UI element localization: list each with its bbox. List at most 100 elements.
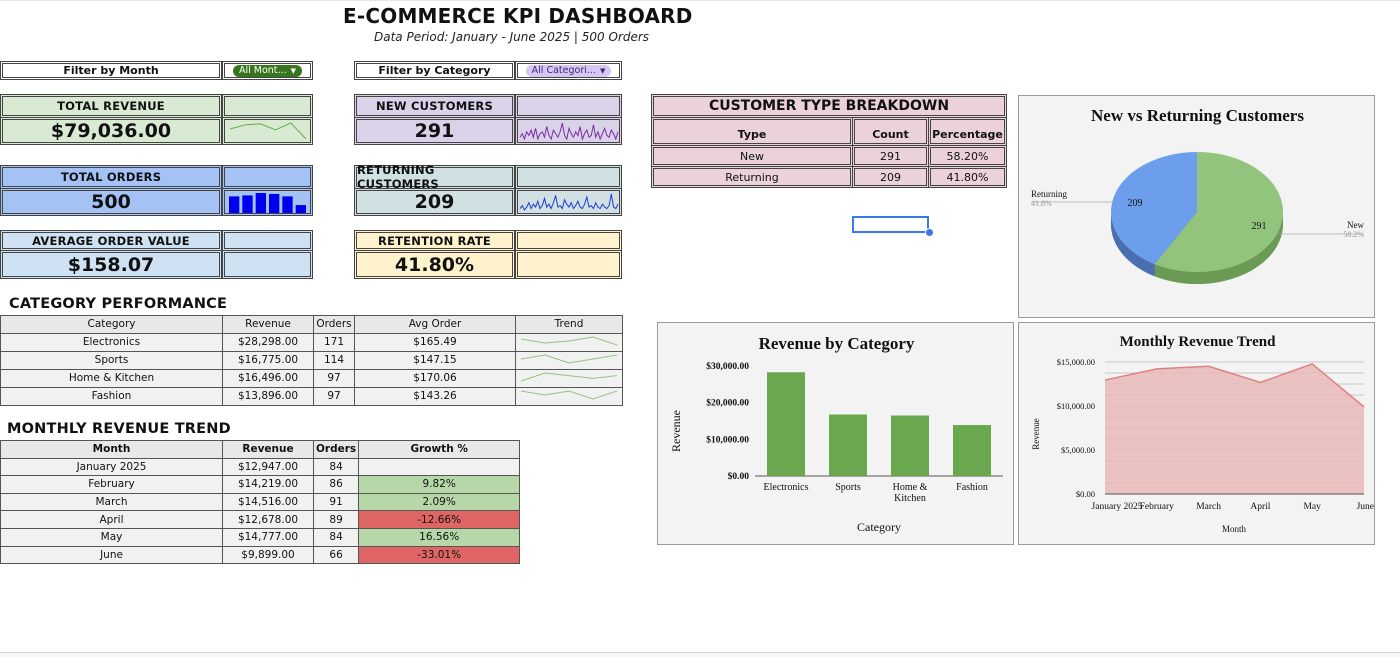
x-axis-label: Category <box>857 520 901 534</box>
customer-breakdown-cell: 41.80% <box>928 166 1007 188</box>
kpi-total-orders-sparkline-cell <box>222 188 313 216</box>
table-cell: 84 <box>312 527 360 547</box>
customer-breakdown-cell: New <box>651 145 853 167</box>
x-tick-label: Sports <box>835 482 861 493</box>
table-cell: 66 <box>312 545 360 565</box>
growth-cell: 9.82% <box>358 475 521 494</box>
filter-month-cell[interactable]: All Mont... ▼ <box>222 61 313 80</box>
returning-customers-sparkline <box>519 193 618 211</box>
fill-handle[interactable] <box>925 228 934 237</box>
sparkline-line <box>519 122 618 141</box>
table-cell: February <box>0 475 223 494</box>
table-row: June $9,899.00 66 -33.01% <box>0 545 521 565</box>
kpi-total-orders-value: 500 <box>0 188 222 216</box>
table-cell: 84 <box>312 457 360 477</box>
table-header: Trend <box>515 315 623 334</box>
table-row: January 2025 $12,947.00 84 <box>0 457 521 477</box>
area-chart-monthly-revenue[interactable]: Monthly Revenue Trend $0.00 $5,000.00 $10,… <box>1018 322 1375 545</box>
area-chart-plot: $0.00 $5,000.00 $10,000.00 $15,000.00 Januar… <box>1031 357 1374 534</box>
table-row: February $14,219.00 86 9.82% <box>0 475 521 494</box>
table-header: Orders <box>312 440 360 459</box>
filter-category-value: All Categori... <box>531 65 596 76</box>
kpi-total-orders-blank <box>222 165 313 189</box>
sparkline-bar <box>228 196 239 213</box>
trend-sparkline <box>520 336 618 346</box>
kpi-retention-blank <box>515 230 622 251</box>
growth-cell: -12.66% <box>358 510 521 529</box>
table-header-row: Category Revenue Orders Avg Order Trend <box>0 315 623 334</box>
selected-cell[interactable] <box>852 216 929 233</box>
table-cell: Home & Kitchen <box>0 368 223 388</box>
kpi-total-revenue-blank <box>222 94 313 118</box>
kpi-returning-customers-sparkline-cell <box>515 188 622 216</box>
pie-slice-new <box>1154 152 1283 272</box>
table-header: Growth % <box>358 440 521 459</box>
revenue-sparkline <box>229 122 306 140</box>
pie-chart-new-vs-returning[interactable]: New vs Returning Customers 209 291 Returni… <box>1018 95 1375 318</box>
horizontal-scrollbar[interactable] <box>0 652 1400 657</box>
y-tick-label: $5,000.00 <box>1061 445 1095 455</box>
filter-month-dropdown[interactable]: All Mont... ▼ <box>232 64 302 77</box>
filter-month-value: All Mont... <box>238 65 287 76</box>
pie-rim-returning <box>1111 212 1155 277</box>
customer-breakdown-header-percentage: Percentage <box>928 117 1007 146</box>
table-cell: Sports <box>0 350 223 370</box>
kpi-aov-value: $158.07 <box>0 250 222 279</box>
table-header: Avg Order <box>354 315 516 334</box>
table-cell: May <box>0 527 223 547</box>
y-axis-label: Revenue <box>669 410 683 452</box>
kpi-retention-label: RETENTION RATE <box>354 230 515 251</box>
table-row: April $12,678.00 89 -12.66% <box>0 510 521 529</box>
x-tick-label: May <box>1303 502 1321 512</box>
table-header: Category <box>0 315 223 334</box>
table-cell: 171 <box>313 332 355 352</box>
dashboard-subtitle: Data Period: January - June 2025 | 500 O… <box>374 30 650 44</box>
table-header-row: Month Revenue Orders Growth % <box>0 440 521 459</box>
kpi-total-orders-label: TOTAL ORDERS <box>0 165 222 189</box>
table-cell: $16,496.00 <box>222 368 314 388</box>
chevron-down-icon: ▼ <box>599 66 606 75</box>
table-header: Month <box>0 440 223 459</box>
pie-chart-title: New vs Returning Customers <box>1091 106 1304 125</box>
table-cell: 86 <box>312 475 360 494</box>
trend-cell <box>515 350 623 370</box>
table-cell: $9,899.00 <box>222 545 314 565</box>
x-tick-label: Kitchen <box>894 493 926 504</box>
monthly-trend-title: MONTHLY REVENUE TREND <box>7 421 231 437</box>
x-tick-label: Fashion <box>956 482 988 493</box>
table-row: Home & Kitchen $16,496.00 97 $170.06 <box>0 368 623 388</box>
bar-chart-title: Revenue by Category <box>758 334 915 353</box>
table-cell: $13,896.00 <box>222 386 314 406</box>
filter-category-dropdown[interactable]: All Categori... ▼ <box>525 64 612 77</box>
table-cell: $28,298.00 <box>222 332 314 352</box>
kpi-returning-customers-label: RETURNING CUSTOMERS <box>354 163 515 191</box>
pie-label-returning: Returning <box>1031 189 1067 199</box>
table-cell: $143.26 <box>354 386 516 406</box>
customer-breakdown-cell: 291 <box>852 145 929 167</box>
customer-breakdown-cell: Returning <box>651 166 853 188</box>
sparkline-line <box>519 193 618 211</box>
trend-cell <box>515 368 623 388</box>
table-cell: $14,516.00 <box>222 492 314 512</box>
table-cell: $170.06 <box>354 368 516 388</box>
filter-month-label: Filter by Month <box>0 61 222 80</box>
trend-sparkline <box>520 372 618 382</box>
dashboard-title: E-COMMERCE KPI DASHBOARD <box>343 4 693 28</box>
kpi-new-customers-value: 291 <box>354 117 515 145</box>
sheet-top-edge <box>0 0 1400 1</box>
pie-percent-new: 58.2% <box>1343 230 1364 239</box>
table-cell: April <box>0 510 223 529</box>
x-tick-label: April <box>1250 502 1270 512</box>
chevron-down-icon: ▼ <box>290 66 296 75</box>
table-cell: $16,775.00 <box>222 350 314 370</box>
table-cell: Electronics <box>0 332 223 352</box>
bar <box>767 372 805 476</box>
y-axis-label: Revenue <box>1031 418 1041 450</box>
table-header: Orders <box>313 315 355 334</box>
kpi-new-customers-label: NEW CUSTOMERS <box>354 94 515 118</box>
sparkline-line <box>520 336 618 346</box>
y-tick-label: $20,000.00 <box>706 398 749 409</box>
filter-category-cell[interactable]: All Categori... ▼ <box>515 61 622 80</box>
x-tick-label: June <box>1357 502 1374 512</box>
bar-chart-revenue-by-category[interactable]: Revenue by Category $0.00 $10,000.00 $20,0… <box>657 322 1014 545</box>
